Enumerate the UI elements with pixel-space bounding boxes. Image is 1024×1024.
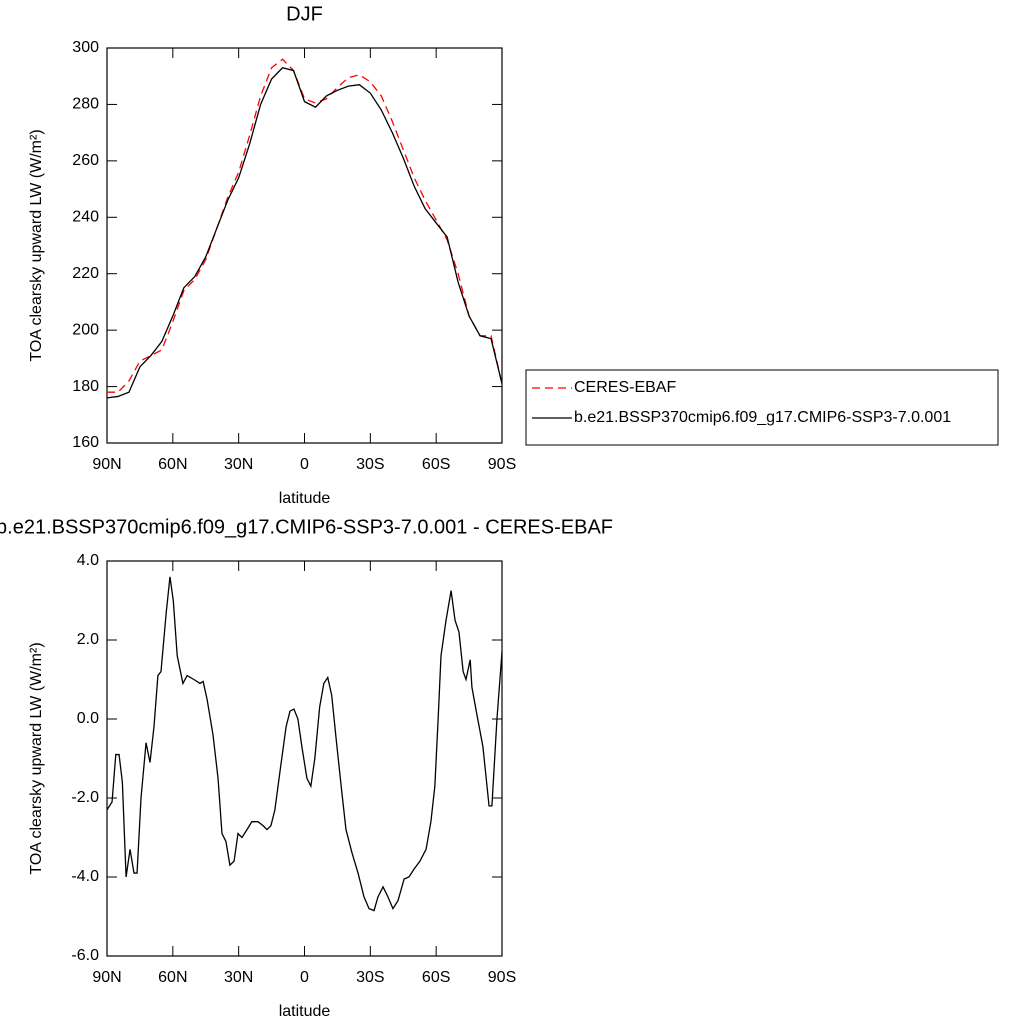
y-tick-label: 260 [72, 152, 99, 169]
y-tick-label: 200 [72, 321, 99, 338]
x-tick-label: 60N [158, 969, 187, 986]
y-tick-label: 0.0 [77, 710, 99, 727]
x-tick-label: 60N [158, 456, 187, 473]
plot-frame [106, 47, 503, 444]
x-tick-label: 30N [224, 969, 253, 986]
y-tick-label: -6.0 [71, 947, 99, 964]
x-tick-label: 30N [224, 456, 253, 473]
x-tick-label: 30S [356, 456, 384, 473]
x-axis-label: latitude [279, 490, 331, 507]
chart-title: DJF [286, 3, 323, 25]
y-axis-label: TOA clearsky upward LW (W/m²) [28, 642, 45, 874]
data-line [106, 576, 503, 912]
y-tick-label: 240 [72, 209, 99, 226]
y-tick-label: -4.0 [71, 868, 99, 885]
x-tick-label: 90S [488, 969, 516, 986]
x-tick-label: 0 [300, 456, 309, 473]
plot-frame [106, 560, 503, 957]
x-tick-label: 60S [422, 456, 450, 473]
legend-label: CERES-EBAF [574, 379, 676, 396]
x-tick-label: 0 [300, 969, 309, 986]
x-tick-label: 90N [92, 969, 121, 986]
y-tick-label: 2.0 [77, 631, 99, 648]
y-tick-label: 160 [72, 434, 99, 451]
legend-label: b.e21.BSSP370cmip6.f09_g17.CMIP6-SSP3-7.… [574, 409, 951, 426]
x-tick-label: 90S [488, 456, 516, 473]
y-tick-label: 220 [72, 265, 99, 282]
legend: CERES-EBAF b.e21.BSSP370cmip6.f09_g17.CMI… [525, 369, 999, 446]
x-axis-label: latitude [279, 1003, 331, 1020]
y-tick-label: 300 [72, 39, 99, 56]
x-tick-label: 60S [422, 969, 450, 986]
x-tick-label: 30S [356, 969, 384, 986]
y-tick-label: -2.0 [71, 789, 99, 806]
y-tick-label: 180 [72, 378, 99, 395]
x-tick-label: 90N [92, 456, 121, 473]
legend-frame [525, 369, 999, 446]
chart-title: b.e21.BSSP370cmip6.f09_g17.CMIP6-SSP3-7.… [0, 516, 613, 538]
panel: b.e21.BSSP370cmip6.f09_g17.CMIP6-SSP3-7.… [0, 516, 613, 1020]
panel: DJF latitude TOA clearsky upward LW (W/m²)… [28, 3, 999, 507]
data-line [106, 67, 503, 399]
y-tick-label: 280 [72, 96, 99, 113]
y-tick-label: 4.0 [77, 552, 99, 569]
data-line [107, 58, 503, 393]
y-axis-label: TOA clearsky upward LW (W/m²) [28, 129, 45, 361]
